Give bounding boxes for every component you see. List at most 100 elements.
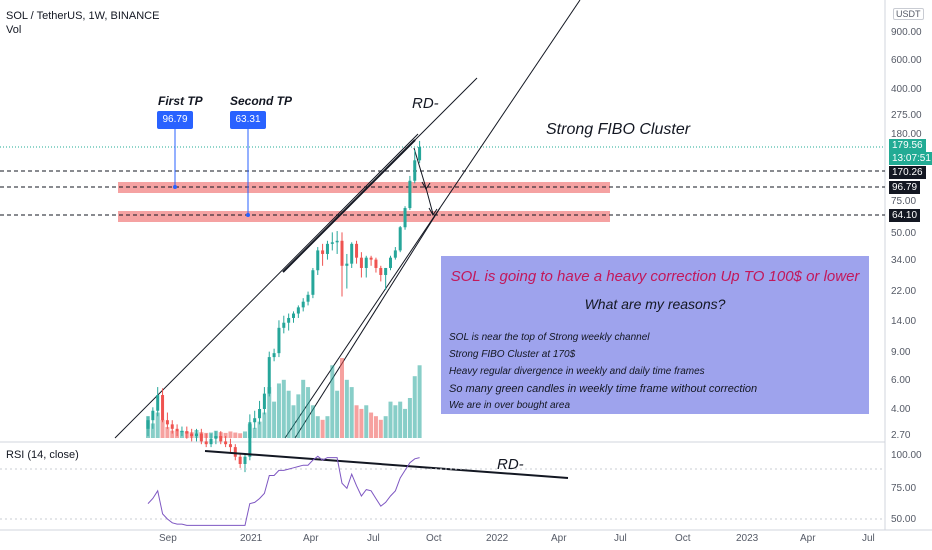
candle-body[interactable] bbox=[413, 160, 417, 181]
candle-body[interactable] bbox=[403, 208, 407, 228]
volume-bar bbox=[238, 433, 243, 438]
volume-bar bbox=[369, 412, 374, 438]
candle-body[interactable] bbox=[272, 353, 276, 358]
candle-body[interactable] bbox=[277, 327, 281, 354]
candle-body[interactable] bbox=[253, 418, 257, 423]
candle-body[interactable] bbox=[345, 263, 349, 266]
candle-body[interactable] bbox=[311, 270, 315, 295]
volume-bar bbox=[175, 430, 180, 438]
info-reason: We are in over bought area bbox=[449, 400, 571, 411]
candle-body[interactable] bbox=[340, 240, 344, 266]
candle-body[interactable] bbox=[292, 313, 295, 318]
info-reason: Strong FIBO Cluster at 170$ bbox=[449, 349, 576, 360]
volume-indicator-label[interactable]: Vol bbox=[6, 24, 22, 36]
candle-body[interactable] bbox=[175, 428, 179, 432]
candle-body[interactable] bbox=[408, 180, 412, 209]
candle-body[interactable] bbox=[165, 420, 169, 425]
candle-body[interactable] bbox=[161, 395, 165, 421]
candle-body[interactable] bbox=[287, 317, 291, 323]
time-tick: Jul bbox=[367, 533, 380, 544]
candle-body[interactable] bbox=[398, 227, 402, 251]
volume-bar bbox=[189, 432, 194, 438]
candle-body[interactable] bbox=[262, 393, 266, 409]
candle-body[interactable] bbox=[296, 307, 300, 314]
rsi-tick: 75.00 bbox=[891, 483, 917, 494]
candle-body[interactable] bbox=[248, 422, 252, 457]
candle-body[interactable] bbox=[369, 257, 373, 260]
candle-body[interactable] bbox=[306, 294, 310, 302]
level-170-tag[interactable]: 170.26 bbox=[889, 166, 926, 179]
candle-body[interactable] bbox=[384, 267, 388, 275]
candle-body[interactable] bbox=[243, 456, 247, 464]
candle-body[interactable] bbox=[335, 240, 339, 243]
candle-body[interactable] bbox=[228, 444, 232, 448]
volume-bar bbox=[194, 430, 199, 438]
candle-body[interactable] bbox=[151, 410, 155, 421]
volume-bar bbox=[252, 427, 257, 438]
volume-bar bbox=[306, 387, 311, 438]
candle-body[interactable] bbox=[364, 257, 368, 268]
volume-bar bbox=[243, 431, 247, 438]
channel-upper-line bbox=[114, 133, 419, 439]
time-tick: Apr bbox=[551, 533, 567, 544]
candle-body[interactable] bbox=[393, 250, 397, 258]
volume-bar bbox=[204, 432, 209, 438]
info-question: What are my reasons? bbox=[584, 296, 726, 312]
arrow-head-1 bbox=[421, 181, 431, 190]
first-tp-label: First TP bbox=[158, 94, 203, 108]
rsi-line bbox=[147, 455, 420, 526]
candle-body[interactable] bbox=[282, 322, 286, 328]
candle-body[interactable] bbox=[156, 395, 160, 411]
projection-path bbox=[413, 147, 434, 215]
volume-bar bbox=[378, 419, 383, 438]
volume-bar bbox=[233, 432, 238, 438]
volume-bar bbox=[320, 419, 325, 438]
candle-body[interactable] bbox=[233, 447, 237, 457]
price-tick: 22.00 bbox=[891, 286, 917, 297]
candle-body[interactable] bbox=[209, 438, 213, 445]
price-tick: 34.00 bbox=[891, 255, 917, 266]
candle-body[interactable] bbox=[258, 409, 262, 419]
current-price-tag[interactable]: 179.56 bbox=[889, 139, 926, 152]
second-tp-badge[interactable]: 63.31 bbox=[230, 111, 266, 129]
candle-body[interactable] bbox=[330, 242, 334, 244]
candle-body[interactable] bbox=[359, 257, 363, 268]
symbol-title[interactable]: SOL / TetherUS, 1W, BINANCE bbox=[6, 10, 160, 22]
volume-bar bbox=[150, 423, 155, 438]
volume-bar bbox=[403, 408, 408, 438]
candles-group bbox=[146, 140, 422, 473]
rsi-indicator-label[interactable]: RSI (14, close) bbox=[6, 449, 79, 461]
candle-body[interactable] bbox=[301, 301, 305, 308]
candle-body[interactable] bbox=[204, 441, 208, 445]
currency-badge[interactable]: USDT bbox=[893, 8, 924, 20]
level-64-tag[interactable]: 64.10 bbox=[889, 209, 921, 222]
time-tick: 2022 bbox=[486, 533, 509, 544]
candle-body[interactable] bbox=[238, 456, 242, 464]
candle-body[interactable] bbox=[379, 267, 383, 275]
time-tick: 2023 bbox=[736, 533, 759, 544]
first-tp-badge[interactable]: 96.79 bbox=[157, 111, 193, 129]
volume-bar bbox=[228, 431, 233, 438]
candle-body[interactable] bbox=[224, 441, 228, 445]
candle-body[interactable] bbox=[374, 259, 378, 268]
rsi-tick: 100.00 bbox=[891, 450, 922, 461]
candle-body[interactable] bbox=[267, 357, 271, 394]
candle-body[interactable] bbox=[389, 257, 392, 268]
volume-bar bbox=[383, 416, 388, 438]
volume-bar bbox=[417, 365, 422, 438]
bar-countdown-tag: 13:07:51 bbox=[889, 152, 932, 165]
candle-body[interactable] bbox=[219, 436, 223, 442]
candle-body[interactable] bbox=[325, 243, 329, 254]
candle-body[interactable] bbox=[418, 147, 422, 161]
analysis-info-box[interactable]: SOL is going to have a heavy correction … bbox=[441, 256, 869, 414]
candle-body[interactable] bbox=[170, 424, 174, 429]
volume-bar bbox=[398, 401, 403, 438]
candle-body[interactable] bbox=[350, 243, 354, 264]
candle-body[interactable] bbox=[316, 250, 320, 271]
candle-body[interactable] bbox=[321, 250, 325, 254]
volume-bar bbox=[325, 416, 330, 438]
level-97-tag[interactable]: 96.79 bbox=[889, 181, 921, 194]
candle-body[interactable] bbox=[355, 243, 359, 258]
